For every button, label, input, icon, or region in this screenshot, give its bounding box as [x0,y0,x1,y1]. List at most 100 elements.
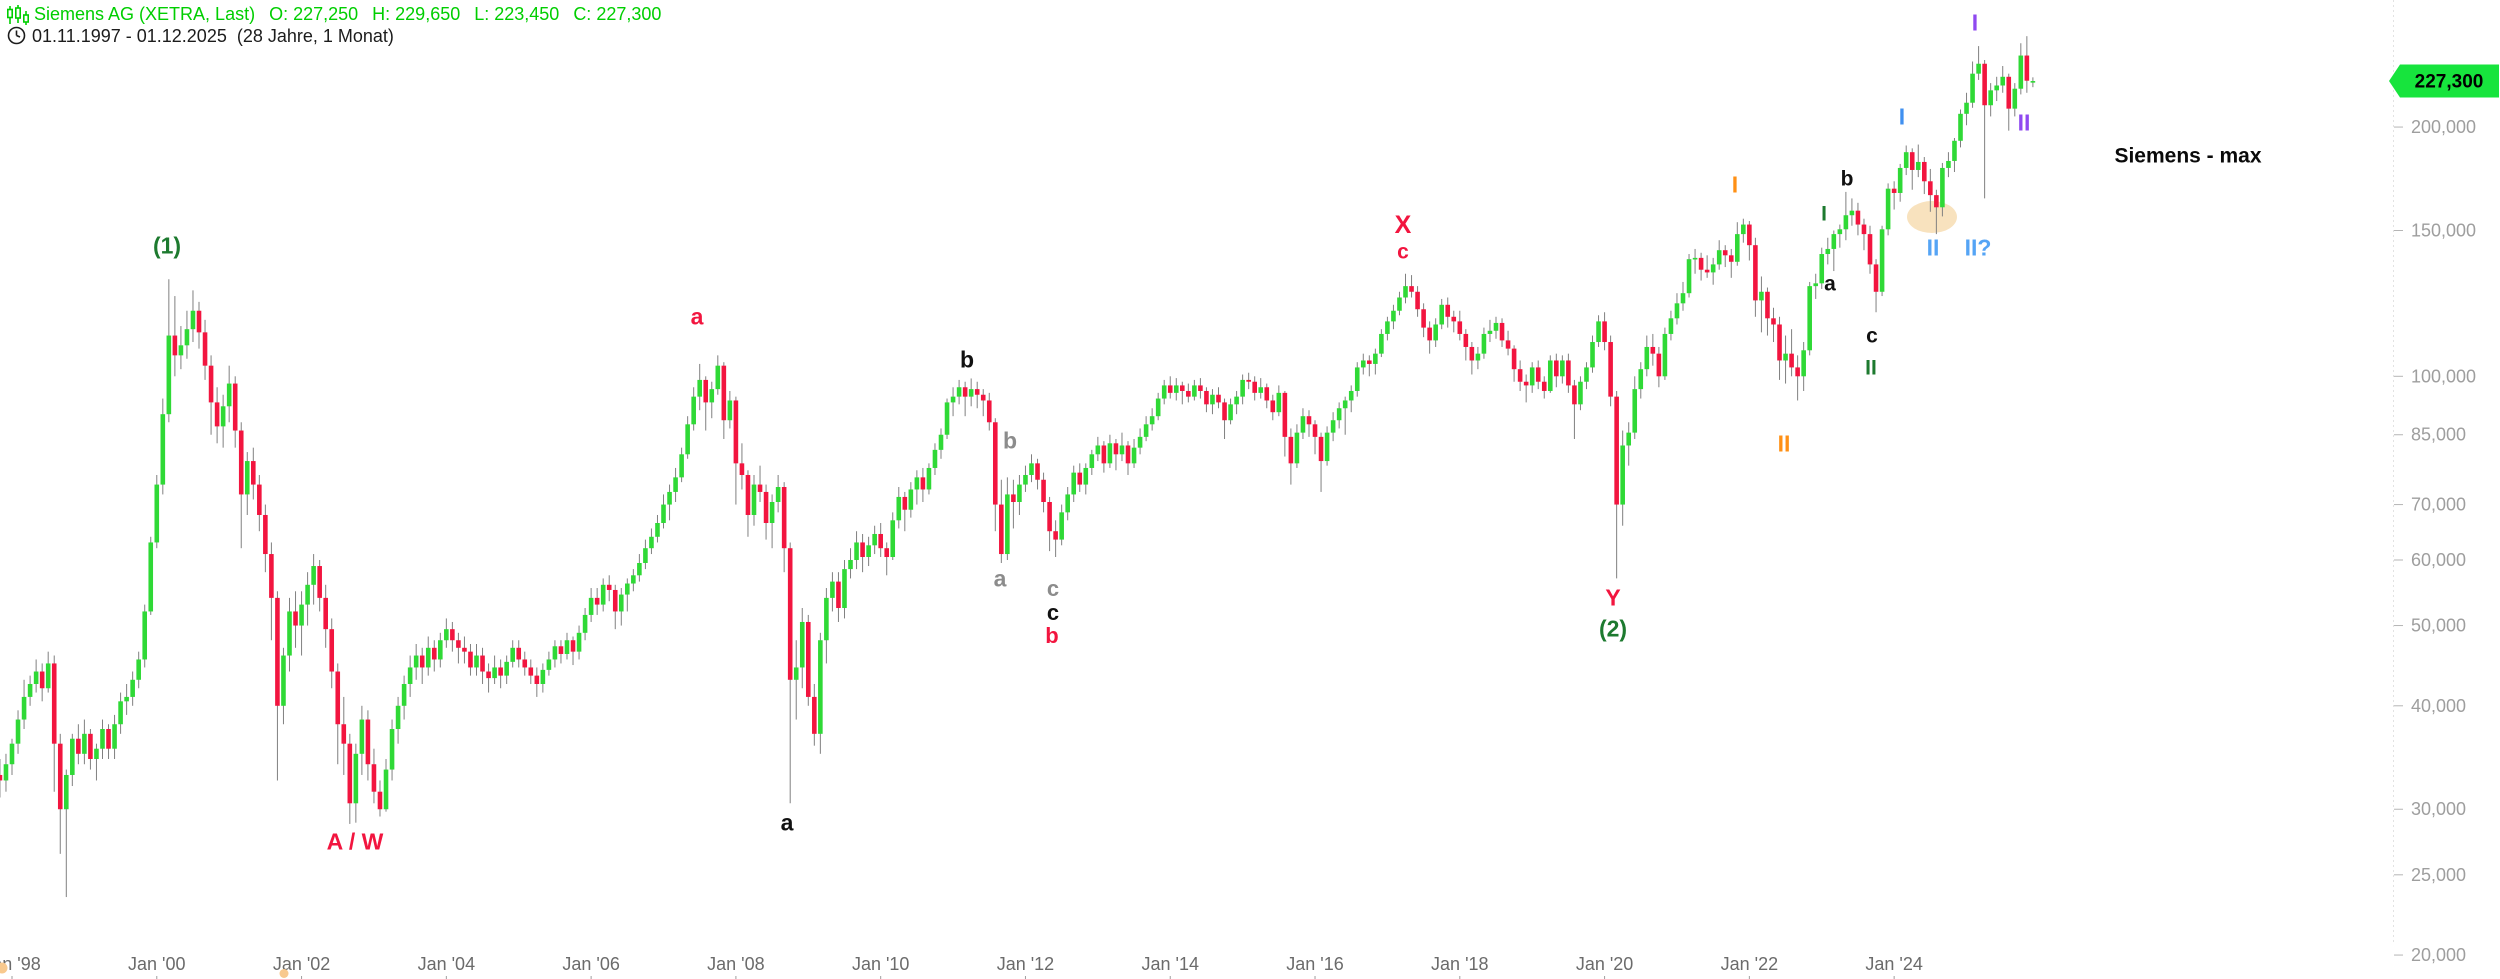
candle-down [450,629,455,641]
candle-up [407,667,413,684]
candle-up [588,597,594,615]
x-tick-label: Jan '10 [852,954,909,974]
candle-down [1505,340,1511,349]
candle-up [1373,353,1378,364]
candle-up [124,696,129,702]
y-tick-label: 70,000 [2411,495,2466,515]
candle-down [251,461,256,485]
candle-down [275,597,280,706]
candle-down [238,430,244,495]
date-range: 01.11.1997 - 01.12.2025 [32,26,227,46]
candle-up [1475,353,1481,361]
candle-down [1789,353,1794,368]
candle-down [1035,463,1040,480]
candle-up [938,434,944,450]
candle-up [45,663,51,689]
high-value: H: 229,650 [372,4,461,24]
candle-up [178,345,184,356]
candle-up [1029,463,1034,475]
candle-up [631,575,636,584]
candle-down [480,655,485,672]
wave-label-a2-black: a [1824,273,1836,296]
candle-up [1644,346,1650,370]
candle-down [594,597,600,605]
candle-up [305,584,310,605]
candle-down [1306,416,1312,425]
candle-down [1650,346,1656,354]
candle-up [896,496,902,521]
candle-up [1680,293,1686,304]
candle-up [1970,73,1975,103]
candle-up [184,329,190,346]
candle-up [655,523,660,537]
candle-up [564,640,570,654]
y-tick-label: 85,000 [2411,425,2466,445]
open-value: O: 227,250 [269,4,359,24]
y-tick-label: 60,000 [2411,550,2466,570]
candle-down [335,671,341,725]
candle-up [546,659,552,670]
candle-up [576,632,582,652]
candle-up [1149,416,1155,425]
wave-label-c-gray: c [1047,576,1059,601]
symbol-name: Siemens AG (XETRA, Last) [34,4,256,24]
candle-up [1131,447,1137,464]
candle-down [1077,472,1083,485]
candle-up [637,562,642,576]
candle-down [745,474,751,515]
candle-down [1934,195,1939,208]
candle-up [1915,161,1921,170]
candle-up [1161,385,1167,399]
symbol-ohlc-line: Siemens AG (XETRA, Last) O: 227,250 H: 229… [34,4,675,25]
candle-up [1741,224,1746,235]
candle-up [510,647,515,662]
candle-down [721,365,727,421]
candle-up [582,614,588,633]
y-axis: 200,000 150,000 100,000 85,000 70,000 60,000 5… [2393,0,2476,965]
candle-down [1554,360,1559,377]
wave-label-b-gray: b [1003,427,1017,453]
orange-dot-marker [0,962,8,974]
candle-up [830,581,835,598]
candle-up [824,597,829,641]
candle-up [600,584,606,605]
wave-label-ii-darkgreen: II [1865,357,1877,380]
candle-up [1059,512,1064,540]
candle-up [1716,250,1722,265]
candle-up [1849,210,1855,216]
candle-up [1192,385,1197,397]
candle-up [2030,81,2036,83]
candle-up [1300,416,1306,433]
last-price-badge: 227,300 [2389,64,2499,98]
candle-down [456,640,461,648]
candle-down [263,514,268,555]
candle-down [570,640,576,652]
candle-up [444,629,449,641]
candle-up [848,559,853,570]
candle-up [1560,360,1565,377]
candle-up [818,640,823,734]
candle-up [1692,257,1698,260]
close-value: C: 227,300 [573,4,662,24]
clock-icon [7,26,26,45]
orange-dot-marker [279,969,289,978]
candle-up [751,484,757,515]
candle-down [1541,381,1547,391]
candle-down [1771,318,1776,325]
candle-down [522,659,528,668]
candle-down [431,647,437,660]
candles-layer [0,36,2036,898]
candle-up [1095,445,1101,455]
candle-up [136,659,141,680]
wave-label-i-orange: I [1732,171,1738,197]
wave-label-b-black: b [960,346,974,372]
candle-up [1988,90,1993,106]
candle-down [612,589,618,612]
candle-down [1928,181,1933,196]
wave-label-b-red: b [1045,623,1058,648]
candle-up [395,705,401,730]
candle-up [281,655,286,706]
candle-down [462,647,467,652]
wave-label-ii-purple: II [2018,109,2031,135]
candle-up [21,696,27,720]
